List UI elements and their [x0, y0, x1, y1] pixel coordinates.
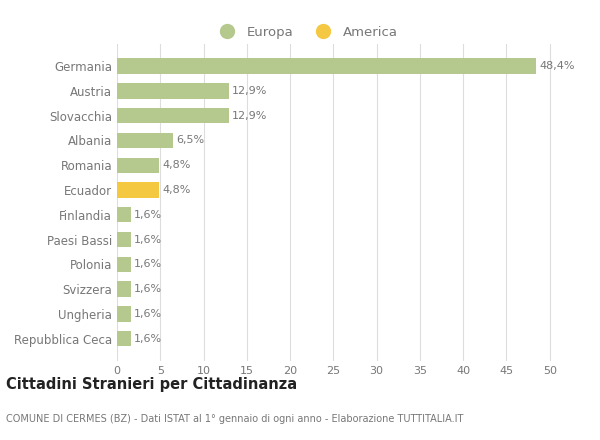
Bar — [117, 83, 229, 99]
Bar — [117, 306, 131, 322]
Text: 48,4%: 48,4% — [539, 61, 575, 71]
Bar — [117, 207, 131, 223]
Bar — [117, 182, 158, 198]
Bar — [117, 108, 229, 123]
Text: COMUNE DI CERMES (BZ) - Dati ISTAT al 1° gennaio di ogni anno - Elaborazione TUT: COMUNE DI CERMES (BZ) - Dati ISTAT al 1°… — [6, 414, 463, 425]
Text: 1,6%: 1,6% — [134, 259, 163, 269]
Text: 1,6%: 1,6% — [134, 235, 163, 245]
Text: 1,6%: 1,6% — [134, 309, 163, 319]
Text: 1,6%: 1,6% — [134, 284, 163, 294]
Text: 4,8%: 4,8% — [162, 160, 190, 170]
Bar — [117, 133, 173, 148]
Text: 12,9%: 12,9% — [232, 110, 268, 121]
Text: 4,8%: 4,8% — [162, 185, 190, 195]
Bar — [117, 282, 131, 297]
Bar — [117, 257, 131, 272]
Text: Cittadini Stranieri per Cittadinanza: Cittadini Stranieri per Cittadinanza — [6, 378, 297, 392]
Bar — [117, 331, 131, 346]
Text: 1,6%: 1,6% — [134, 334, 163, 344]
Text: 12,9%: 12,9% — [232, 86, 268, 96]
Text: 6,5%: 6,5% — [177, 136, 205, 146]
Legend: Europa, America: Europa, America — [210, 22, 402, 43]
Bar — [117, 232, 131, 247]
Bar — [117, 158, 158, 173]
Text: 1,6%: 1,6% — [134, 210, 163, 220]
Bar — [117, 59, 536, 74]
